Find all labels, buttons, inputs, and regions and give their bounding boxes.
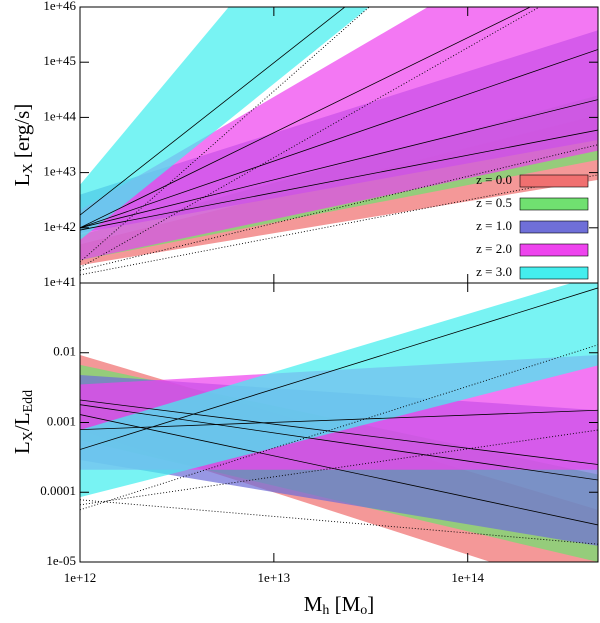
legend-label: z = 1.0 <box>476 218 512 233</box>
axes: 1e+41 1e+42 1e+43 1e+44 1e+45 1e+46 z = 0.0 z =… <box>40 0 598 585</box>
model-line <box>80 7 370 263</box>
x-tick-label: 1e+14 <box>451 570 484 585</box>
x-tick-label: 1e+12 <box>64 570 97 585</box>
y-tick-label: 1e+42 <box>43 219 76 234</box>
y-tick-label: 1e+45 <box>43 53 76 68</box>
y-tick-label: 1e+46 <box>43 0 76 13</box>
y-axis-label: LX/LEdd <box>10 390 36 454</box>
model-line <box>80 99 598 229</box>
legend-swatch <box>519 220 589 234</box>
y-tick-label: 1e-05 <box>46 553 76 568</box>
legend-label: z = 0.0 <box>476 172 512 187</box>
model-line <box>80 49 598 229</box>
model-line <box>80 7 532 229</box>
y-tick-label: 0.001 <box>47 413 76 428</box>
y-tick-label: 1e+44 <box>43 108 76 123</box>
legend-swatch <box>519 266 589 280</box>
x-axis-label: Mh [Mo] <box>304 592 375 618</box>
model-line <box>80 129 598 231</box>
model-line <box>80 399 598 465</box>
y-tick-label: 0.01 <box>53 344 76 359</box>
band <box>80 283 598 498</box>
y-axis-label: LX [erg/s] <box>10 104 36 187</box>
bottom-frame <box>79 282 599 563</box>
y-tick-label: 1e+43 <box>43 164 76 179</box>
band <box>80 7 598 261</box>
legend-label: z = 2.0 <box>476 241 512 256</box>
model-line <box>80 344 598 511</box>
model-line <box>80 414 598 526</box>
model-line <box>80 7 541 269</box>
legend-label: z = 0.5 <box>476 195 512 210</box>
model-line <box>80 429 598 506</box>
model-line <box>80 144 598 271</box>
legend-swatch <box>519 174 589 188</box>
model-line <box>80 7 346 216</box>
x-tick-label: 1e+13 <box>258 570 291 585</box>
model-line <box>80 174 598 276</box>
bottom-plot <box>80 283 598 562</box>
y-tick-label: 0.0001 <box>40 483 76 498</box>
model-line <box>80 287 598 450</box>
legend-label: z = 3.0 <box>476 264 512 279</box>
top-plot <box>80 7 598 276</box>
y-tick-label: 1e+41 <box>43 274 76 289</box>
model-line <box>80 404 598 481</box>
band <box>80 7 370 241</box>
legend-swatch <box>519 197 589 211</box>
legend-swatch <box>519 243 589 257</box>
model-line <box>80 409 598 431</box>
